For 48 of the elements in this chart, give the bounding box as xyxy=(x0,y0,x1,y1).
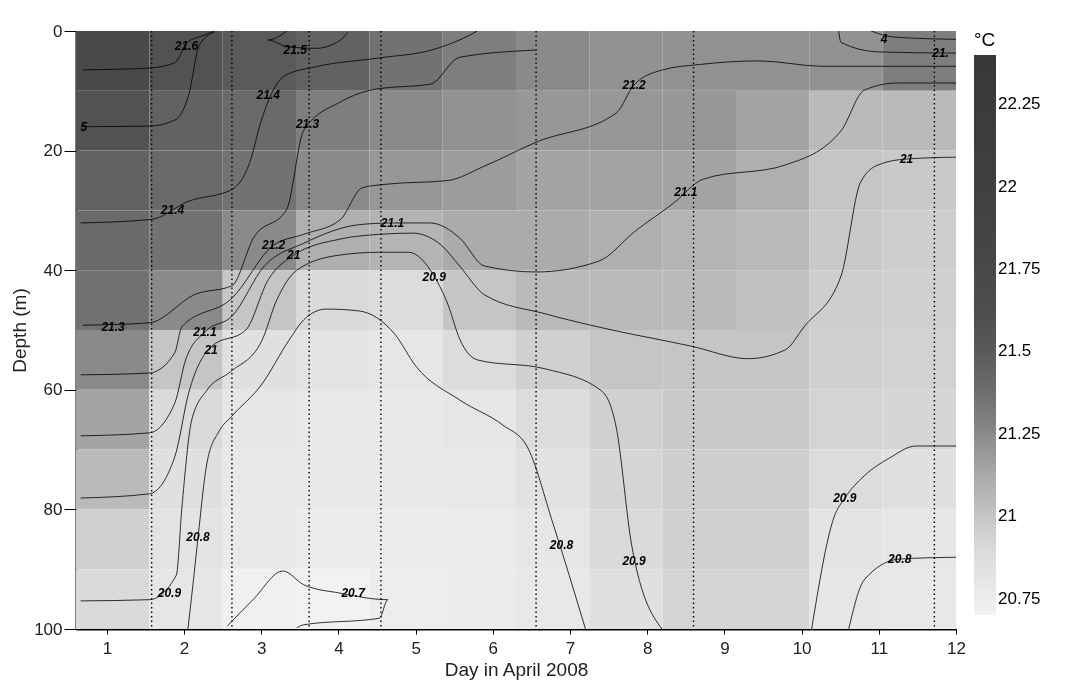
annotation: 20.8 xyxy=(185,529,210,544)
annotation: 21. xyxy=(931,46,949,61)
y-tick-label: 40 xyxy=(43,260,63,280)
annotation: 20.9 xyxy=(832,491,857,506)
annotation: 21.3 xyxy=(294,116,320,131)
y-axis-title: Depth (m) xyxy=(9,288,31,373)
x-tick-label: 8 xyxy=(642,638,653,658)
color-bar-label: 21.25 xyxy=(998,423,1041,443)
x-tick-label: 6 xyxy=(488,638,499,658)
color-bar-label: 21.5 xyxy=(998,341,1032,361)
x-tick-label: 7 xyxy=(565,638,576,658)
annotation: 21.1 xyxy=(379,215,405,230)
color-bar-label: 20.75 xyxy=(998,588,1041,608)
x-tick-label: 1 xyxy=(102,638,113,658)
y-tick-label: 100 xyxy=(34,619,63,639)
annotation: 21.1 xyxy=(673,185,698,200)
y-tick-label: 60 xyxy=(43,380,63,400)
annotation: 20.9 xyxy=(421,269,447,284)
annotation: 21 xyxy=(286,248,301,263)
color-bar-label: 21 xyxy=(998,506,1017,526)
annotation: 21.5 xyxy=(282,43,308,58)
x-tick-label: 2 xyxy=(179,638,190,658)
annotation: 21.1 xyxy=(192,324,217,339)
y-tick-label: 80 xyxy=(43,499,63,519)
x-tick-label: 4 xyxy=(334,638,344,658)
annotation: 21.6 xyxy=(173,38,199,53)
color-bar-label: 22.25 xyxy=(998,94,1041,114)
annotation: 20.8 xyxy=(548,538,574,553)
annotation: 5 xyxy=(80,119,88,134)
annotation: 20.9 xyxy=(621,553,647,568)
y-tick-label: 20 xyxy=(43,141,63,161)
x-tick-label: 3 xyxy=(257,638,267,658)
annotation: 21.2 xyxy=(260,238,286,253)
x-tick-label: 10 xyxy=(792,638,812,658)
x-tick-label: 11 xyxy=(870,638,889,658)
y-tick-label: 0 xyxy=(53,21,63,41)
annotation: 21.2 xyxy=(621,77,647,92)
color-bar-label: 21.75 xyxy=(998,259,1041,279)
annotation: 21 xyxy=(203,342,219,357)
x-tick-label: 12 xyxy=(947,638,966,658)
x-axis-title: Day in April 2008 xyxy=(444,658,589,680)
x-tick-label: 5 xyxy=(411,638,421,658)
annotation: 4 xyxy=(879,31,888,46)
color-bar-title: °C xyxy=(974,29,996,50)
annotation: 20.7 xyxy=(340,586,367,601)
annotation: 21.4 xyxy=(255,87,281,102)
x-tick-label: 9 xyxy=(720,638,730,658)
color-bar-label: 22 xyxy=(998,176,1017,196)
